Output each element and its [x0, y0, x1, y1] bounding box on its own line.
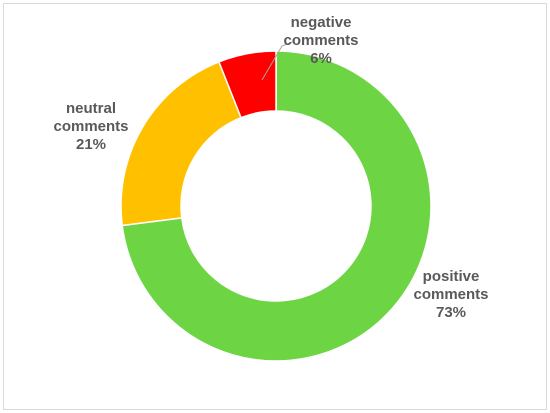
donut-slice — [121, 50, 432, 362]
slice-label: positive comments 73% — [406, 268, 496, 322]
value-label: 73% — [435, 304, 467, 321]
donut-slice — [217, 50, 277, 119]
category-label: neutral comments — [53, 100, 129, 135]
value-label: 6% — [310, 50, 332, 67]
category-label: negative comments — [283, 14, 359, 49]
slice-label: negative comments 6% — [276, 14, 366, 68]
leader-line — [261, 41, 293, 81]
value-label: 21% — [75, 136, 107, 153]
category-label: positive comments — [413, 268, 489, 303]
slices — [120, 50, 432, 362]
slice-label: neutral comments 21% — [46, 100, 136, 154]
